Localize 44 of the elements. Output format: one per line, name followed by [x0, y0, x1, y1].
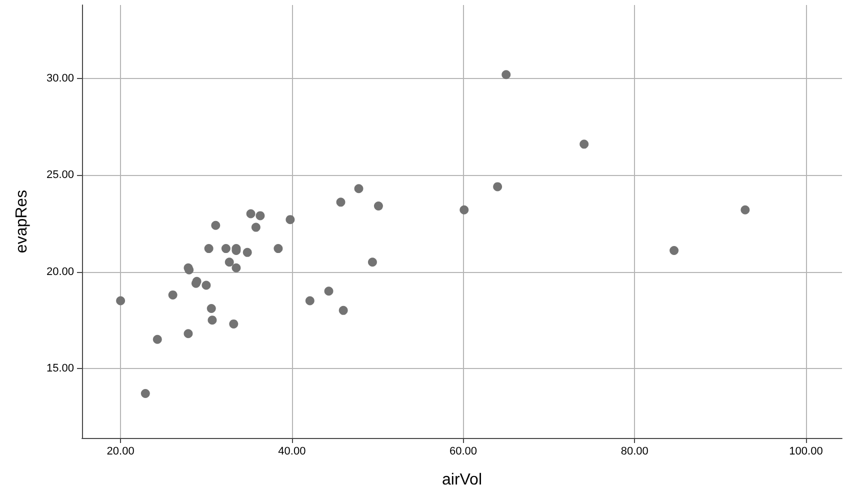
- x-tick-label: 20.00: [106, 446, 134, 458]
- x-axis-title: airVol: [442, 472, 482, 488]
- point: [374, 202, 383, 211]
- y-tick-label: 15.00: [46, 362, 74, 374]
- point: [354, 184, 364, 194]
- point: [242, 248, 252, 257]
- point: [580, 140, 589, 149]
- point: [324, 286, 334, 296]
- point: [116, 296, 126, 306]
- point: [274, 244, 283, 254]
- point: [286, 215, 295, 224]
- x-tick-label: 40.00: [278, 446, 306, 458]
- point: [211, 220, 220, 230]
- y-axis-title: evapRes: [14, 190, 30, 254]
- x-tick-label: 100.00: [789, 446, 823, 458]
- point: [368, 258, 377, 267]
- point: [232, 263, 241, 272]
- point: [338, 306, 348, 315]
- point: [305, 296, 314, 306]
- point: [184, 329, 193, 338]
- point: [206, 304, 216, 313]
- point: [740, 205, 750, 214]
- point: [460, 205, 469, 214]
- point: [202, 280, 211, 290]
- point: [152, 334, 162, 344]
- x-tick-label: 60.00: [450, 446, 478, 458]
- point: [168, 290, 178, 300]
- point: [336, 198, 346, 207]
- point: [256, 211, 265, 220]
- point: [251, 222, 260, 232]
- point: [140, 389, 150, 398]
- y-tick-label: 25.00: [46, 169, 74, 182]
- point: [221, 244, 230, 254]
- point: [224, 258, 234, 267]
- x-tick-label: 80.00: [620, 446, 648, 458]
- point: [502, 70, 511, 80]
- point: [493, 182, 502, 192]
- point: [246, 209, 256, 218]
- point: [229, 319, 238, 328]
- point: [208, 316, 217, 325]
- y-tick-label: 30.00: [46, 72, 74, 84]
- point: [670, 246, 679, 255]
- point: [204, 244, 214, 254]
- y-tick-label: 20.00: [46, 266, 74, 278]
